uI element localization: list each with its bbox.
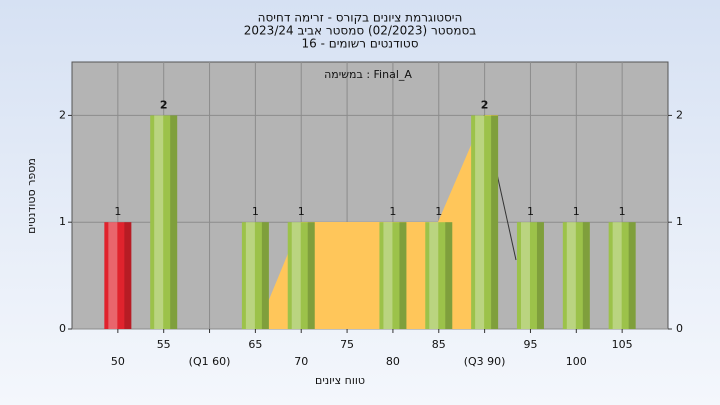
value-label: 2 bbox=[160, 98, 168, 111]
value-label: 1 bbox=[389, 205, 396, 218]
chart-title: היסטוגרמת ציונים בקורס - זרימה דחיסה bbox=[258, 11, 463, 25]
value-label: 2 bbox=[481, 98, 489, 111]
bar-shine bbox=[383, 222, 393, 329]
y-tick-label: 1 bbox=[59, 215, 66, 228]
bar-shine bbox=[245, 222, 255, 329]
y-tick-label: 0 bbox=[59, 322, 66, 335]
x-tick-label: (Q3 90) bbox=[464, 355, 506, 368]
bar-shine bbox=[475, 115, 485, 330]
bar-shine bbox=[612, 222, 622, 329]
x-tick-label: (Q1 60) bbox=[189, 355, 231, 368]
x-tick-label: 95 bbox=[523, 338, 537, 351]
bar-shade bbox=[124, 222, 132, 329]
y2-tick-label: 0 bbox=[676, 322, 683, 335]
bar bbox=[104, 222, 132, 329]
bar bbox=[425, 222, 453, 329]
y2-tick-label: 1 bbox=[676, 215, 683, 228]
x-tick-label: 105 bbox=[612, 338, 633, 351]
bar bbox=[516, 222, 544, 329]
chart-subtitle: סטודנטים רשומים - 16 bbox=[301, 37, 418, 51]
bar bbox=[471, 115, 499, 330]
bar bbox=[241, 222, 269, 329]
annotation: במשימה : Final_A bbox=[324, 68, 412, 81]
value-label: 1 bbox=[573, 205, 580, 218]
bar-shine bbox=[291, 222, 301, 329]
bar bbox=[562, 222, 590, 329]
x-tick-label: 50 bbox=[111, 355, 125, 368]
y-tick-label: 2 bbox=[59, 108, 66, 121]
bar-shade bbox=[399, 222, 407, 329]
bar-shine bbox=[429, 222, 439, 329]
value-label: 1 bbox=[435, 205, 442, 218]
bar bbox=[608, 222, 636, 329]
value-label: 1 bbox=[114, 205, 121, 218]
bar-shade bbox=[628, 222, 636, 329]
bar-shine bbox=[520, 222, 530, 329]
value-label: 1 bbox=[252, 205, 259, 218]
x-tick-label: 75 bbox=[340, 338, 354, 351]
bar-shine bbox=[566, 222, 576, 329]
x-tick-label: 100 bbox=[566, 355, 587, 368]
x-tick-label: 55 bbox=[157, 338, 171, 351]
bar-shade bbox=[307, 222, 315, 329]
bar bbox=[379, 222, 407, 329]
bar-shade bbox=[261, 222, 269, 329]
x-tick-label: 85 bbox=[432, 338, 446, 351]
value-label: 1 bbox=[298, 205, 305, 218]
bar-shade bbox=[445, 222, 453, 329]
bar bbox=[287, 222, 315, 329]
chart-subtitle: בסמסטר (02/2023) סמסטר אביב 2023/24 bbox=[244, 24, 476, 38]
y2-tick-label: 2 bbox=[676, 108, 683, 121]
x-tick-label: 65 bbox=[248, 338, 262, 351]
bar-shade bbox=[536, 222, 544, 329]
bar-shade bbox=[491, 115, 499, 330]
x-axis-label: טווח ציונים bbox=[315, 374, 365, 387]
bar-shade bbox=[582, 222, 590, 329]
value-label: 1 bbox=[527, 205, 534, 218]
y-axis-label: מספר סטודנטים bbox=[25, 158, 38, 234]
x-tick-label: 70 bbox=[294, 355, 308, 368]
value-label: 1 bbox=[619, 205, 626, 218]
bar bbox=[150, 115, 178, 330]
bar-shade bbox=[170, 115, 178, 330]
x-tick-label: 80 bbox=[386, 355, 400, 368]
bar-shine bbox=[108, 222, 118, 329]
bar-shine bbox=[154, 115, 164, 330]
